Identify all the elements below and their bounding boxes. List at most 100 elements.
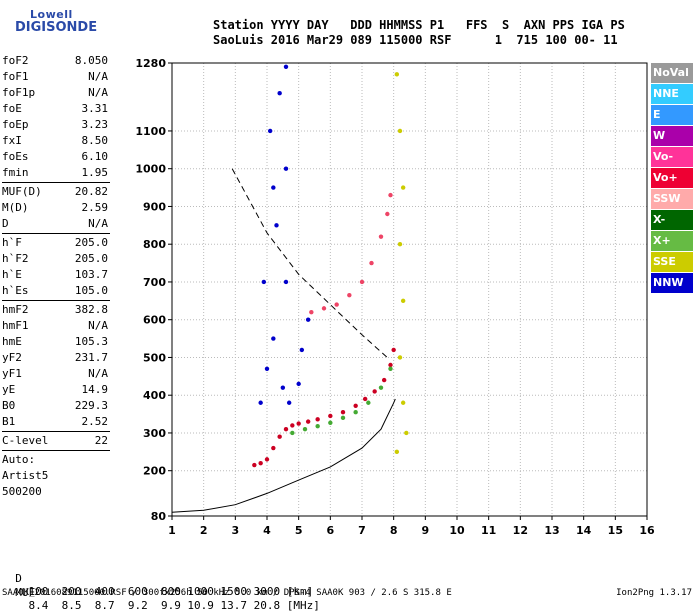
- param-value: 205.0: [74, 252, 108, 265]
- param-value: 20.82: [74, 185, 108, 198]
- param-value: 6.10: [81, 150, 109, 163]
- param-row: hmE 105.3: [2, 334, 110, 350]
- data-point: [296, 381, 301, 387]
- param-label: foF1p: [2, 86, 36, 99]
- param-value: 382.8: [74, 303, 108, 316]
- param-separator: [2, 300, 110, 301]
- data-point: [280, 385, 286, 390]
- param-label: fxI: [2, 134, 22, 147]
- param-label: h`Es: [2, 284, 29, 297]
- param-value: 3.23: [81, 118, 109, 131]
- autoscaling-artist-code: 500200: [2, 485, 42, 498]
- data-point: [277, 91, 282, 96]
- x-tick-label: 8: [390, 524, 398, 537]
- param-row: foF1p N/A: [2, 85, 110, 101]
- param-label: MUF(D): [2, 185, 42, 198]
- param-value: 3.31: [81, 102, 109, 115]
- data-point: [290, 423, 295, 428]
- param-label: foF1: [2, 70, 29, 83]
- param-row: hmF1 N/A: [2, 318, 110, 334]
- param-value: 14.9: [81, 383, 109, 396]
- data-point: [359, 279, 365, 285]
- param-row: yE 14.9: [2, 382, 110, 398]
- param-value: N/A: [88, 367, 108, 380]
- autoscaling-auto-label: Auto:: [2, 453, 36, 466]
- param-row: fxI 8.50: [2, 133, 110, 149]
- y-tick-label: 900: [143, 200, 166, 213]
- legend-item: Vo-: [651, 147, 693, 167]
- legend-item: Vo+: [651, 168, 693, 188]
- muf-values: 8.4 8.5 8.7 9.2 9.9 10.9 13.7 20.8 [MHz]: [15, 599, 320, 612]
- x-tick-label: 13: [544, 524, 559, 537]
- data-point: [309, 309, 314, 315]
- polarization-legend: NoVal NNE E W Vo- Vo+ SSW X- X+ SSE NNW: [651, 63, 693, 294]
- param-row: hmF2 382.8: [2, 302, 110, 318]
- data-point: [400, 185, 406, 190]
- param-label: hmE: [2, 335, 22, 348]
- param-value: 1.95: [81, 166, 109, 179]
- param-value: N/A: [88, 217, 108, 230]
- param-row: M(D) 2.59: [2, 200, 110, 216]
- parameters-panel: foF2 8.050 foF1 N/A foF1p N/A foE 3.31 foEp 3.23 f…: [2, 53, 110, 500]
- legend-item: SSE: [651, 252, 693, 272]
- data-point: [321, 306, 327, 311]
- data-point: [362, 396, 368, 402]
- x-tick-label: 9: [422, 524, 430, 537]
- data-point: [286, 400, 292, 405]
- param-label: h`E: [2, 268, 22, 281]
- y-tick-label: 600: [143, 314, 166, 327]
- chart-marks: [252, 64, 409, 468]
- y-tick-label: 1000: [135, 163, 166, 176]
- legend-item: NoVal: [651, 63, 693, 83]
- data-point: [385, 211, 390, 217]
- data-point: [296, 421, 301, 426]
- data-point: [340, 415, 346, 421]
- x-tick-label: 4: [263, 524, 271, 537]
- x-tick-label: 14: [576, 524, 592, 537]
- data-point: [315, 423, 320, 429]
- param-value: 105.3: [74, 335, 108, 348]
- param-row: C-level 22: [2, 433, 110, 449]
- param-row: foF1 N/A: [2, 69, 110, 85]
- param-value: 8.050: [74, 54, 108, 67]
- param-row: h`F 205.0: [2, 235, 110, 251]
- logo-digisonde: DIGISONDE: [15, 20, 98, 35]
- param-label: M(D): [2, 201, 29, 214]
- data-point: [388, 362, 393, 368]
- reference-line: [231, 168, 388, 358]
- param-row: yF1 N/A: [2, 366, 110, 382]
- y-tick-label: 800: [143, 238, 166, 251]
- x-tick-label: 12: [513, 524, 528, 537]
- legend-item: NNE: [651, 84, 693, 104]
- param-row: foE 3.31: [2, 101, 110, 117]
- data-point: [261, 279, 267, 285]
- x-tick-label: 16: [639, 524, 655, 537]
- param-separator: [2, 233, 110, 234]
- y-tick-label: 700: [143, 276, 166, 289]
- data-point: [353, 409, 358, 415]
- param-separator: [2, 182, 110, 183]
- param-label: B1: [2, 415, 16, 428]
- legend-item: X+: [651, 231, 693, 251]
- data-point: [347, 292, 352, 298]
- chart-grid: [171, 62, 648, 517]
- header-line-1: Station YYYY DAY DDD HHMMSS P1 FFS S AXN…: [213, 18, 625, 32]
- param-row: B0 229.3: [2, 398, 110, 414]
- data-point: [404, 430, 409, 436]
- plot-frame: [171, 62, 648, 517]
- legend-item: NNW: [651, 273, 693, 293]
- param-separator: [2, 450, 110, 451]
- param-row: h`E 103.7: [2, 267, 110, 283]
- param-separator: [2, 431, 110, 432]
- param-label: yF1: [2, 367, 22, 380]
- y-tick-label: 500: [143, 351, 166, 364]
- param-value: N/A: [88, 70, 108, 83]
- data-point: [397, 242, 403, 247]
- x-tick-label: 1: [168, 524, 176, 537]
- data-point: [252, 462, 257, 468]
- param-row: foEp 3.23: [2, 117, 110, 133]
- data-point: [271, 185, 276, 190]
- data-point: [258, 400, 263, 405]
- param-value: 205.0: [74, 236, 108, 249]
